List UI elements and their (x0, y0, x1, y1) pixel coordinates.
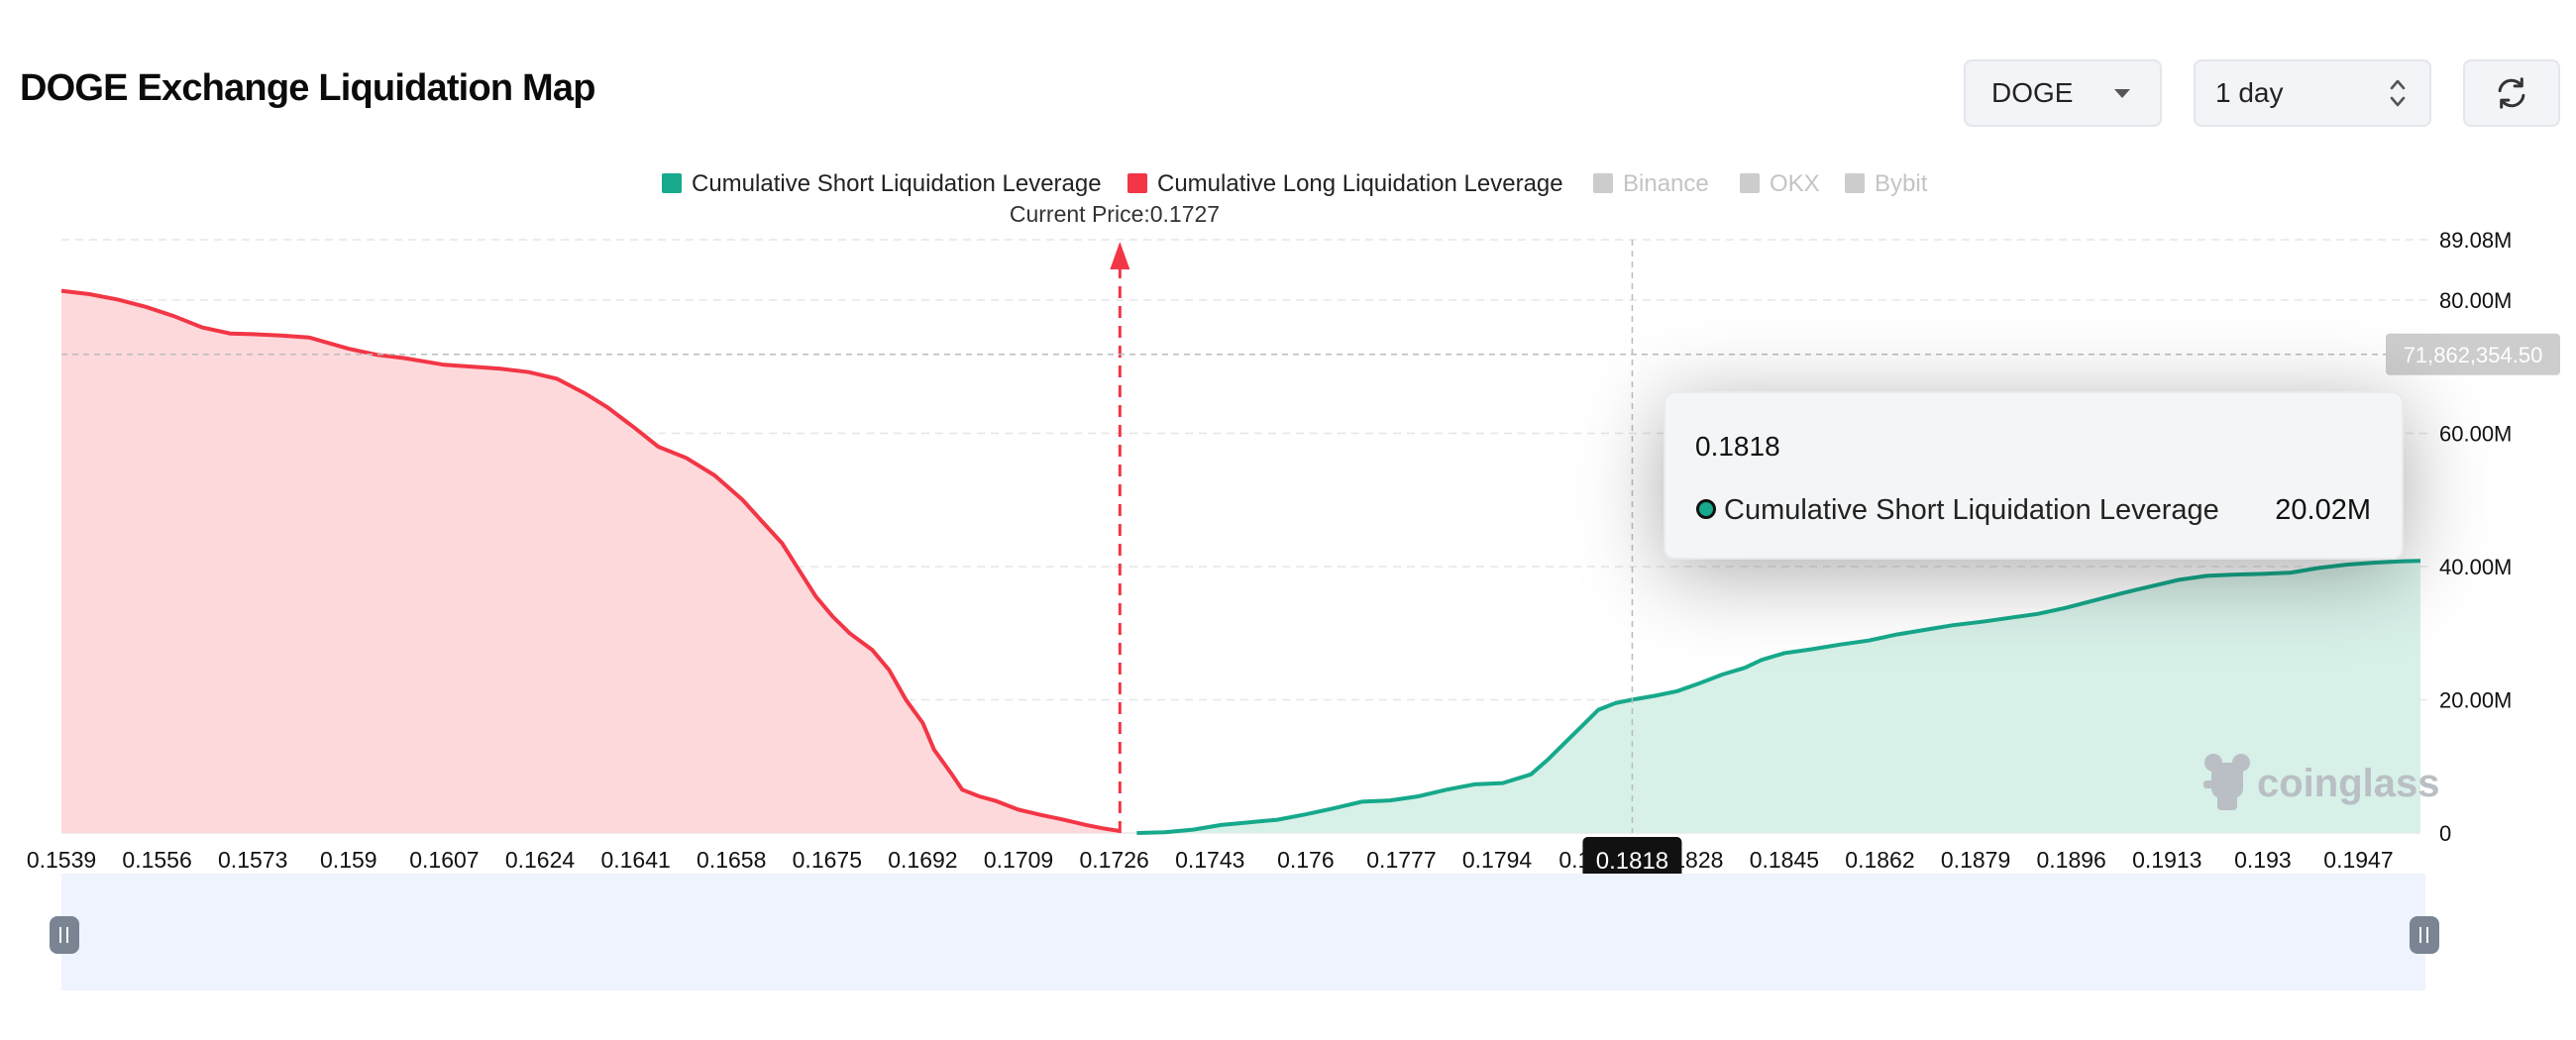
legend-label: OKX (1770, 170, 1820, 197)
legend-swatch (1127, 173, 1147, 193)
zoom-handle-left[interactable] (50, 916, 79, 954)
legend-label: Cumulative Short Liquidation Leverage (692, 170, 1102, 197)
y-tick-label: 80.00M (2439, 288, 2512, 313)
x-tick-label: 0.1539 (27, 847, 96, 873)
current-price-label: Current Price:0.1727 (1010, 201, 1220, 227)
x-tick-label: 0.1556 (122, 847, 191, 873)
zoom-slider-track (61, 874, 2425, 990)
short-liquidation-line (1136, 559, 2421, 835)
range-select-value: 1 day (2215, 77, 2284, 108)
x-tick-label: 0.159 (320, 847, 377, 873)
coinglass-logo-icon (2203, 754, 2250, 810)
x-tick-label: 0.1607 (409, 847, 479, 873)
short-liquidation-area (1136, 561, 2420, 833)
chevron-down-icon (2114, 89, 2130, 98)
zoom-handle-right[interactable] (2410, 916, 2439, 954)
legend-item[interactable]: Binance (1593, 170, 1709, 197)
x-tick-label: 0.1675 (793, 847, 862, 873)
x-tick-label: 0.1845 (1750, 847, 1819, 873)
x-tick-label: 0.1743 (1175, 847, 1244, 873)
x-tick-label: 0.1726 (1079, 847, 1148, 873)
crosshair-y-label: 71,862,354.50 (2404, 343, 2543, 367)
tooltip-series-marker (1696, 499, 1716, 519)
x-tick-label: 0.193 (2234, 847, 2292, 873)
x-tick-label: 0.1573 (218, 847, 287, 873)
y-tick-label: 89.08M (2439, 228, 2512, 253)
x-tick-label: 0.1709 (984, 847, 1053, 873)
x-tick-label: 0.1879 (1941, 847, 2010, 873)
x-tick-label: 0.1692 (888, 847, 957, 873)
x-tick-label: 0.1624 (505, 847, 576, 873)
y-tick-label: 60.00M (2439, 422, 2512, 447)
x-tick-label: 0.1862 (1845, 847, 1914, 873)
crosshair-x-badge: 0.1818 (1582, 837, 1682, 883)
legend-swatch (1845, 173, 1865, 193)
long-liquidation-line (60, 288, 1121, 833)
coin-select[interactable]: DOGE (1964, 59, 2162, 127)
legend-swatch (1593, 173, 1613, 193)
tooltip-series-name: Cumulative Short Liquidation Leverage (1724, 494, 2219, 526)
crosshair-x-label: 0.1818 (1596, 848, 1668, 875)
legend-swatch (662, 173, 682, 193)
legend-item[interactable]: OKX (1740, 170, 1820, 197)
x-tick-label: 0.1658 (697, 847, 766, 873)
y-tick-label: 40.00M (2439, 555, 2512, 579)
up-down-chevron-icon (2390, 79, 2406, 107)
page-title: DOGE Exchange Liquidation Map (20, 67, 595, 109)
long-liquidation-area (61, 290, 1121, 834)
y-tick-label: 20.00M (2439, 688, 2512, 713)
x-tick-label: 0.1947 (2323, 847, 2393, 873)
legend-label: Cumulative Long Liquidation Leverage (1157, 170, 1563, 197)
x-axis: 0.1539 0.1556 0.1573 0.159 0.1607 0.1624 0.164… (27, 847, 2394, 873)
x-tick-label: 0.1641 (600, 847, 670, 873)
range-select[interactable]: 1 day (2194, 59, 2431, 127)
legend-label: Binance (1623, 170, 1709, 197)
legend-item[interactable]: Bybit (1845, 170, 1928, 197)
coin-select-value: DOGE (1991, 77, 2074, 108)
x-tick-label: 0.176 (1277, 847, 1335, 873)
crosshair-y-badge: 71,862,354.50 (2386, 333, 2560, 375)
watermark: coinglass (2203, 754, 2440, 810)
chart-legend: Cumulative Short Liquidation Leverage Cum… (662, 170, 1928, 197)
y-axis: 0 20.00M 40.00M 60.00M 80.00M 89.08M (2439, 228, 2512, 846)
tooltip-title: 0.1818 (1695, 431, 1780, 462)
chart-tooltip: 0.1818 Cumulative Short Liquidation Leve… (1664, 391, 2404, 560)
legend-swatch (1740, 173, 1760, 193)
x-tick-label: 0.1913 (2132, 847, 2201, 873)
legend-item[interactable]: Cumulative Long Liquidation Leverage (1127, 170, 1563, 197)
x-tick-label: 0.1794 (1462, 847, 1533, 873)
current-price-arrow-icon (1110, 242, 1130, 269)
tooltip-value: 20.02M (2275, 494, 2371, 526)
x-tick-label: 0.1777 (1366, 847, 1436, 873)
x-tick-label: 0.1896 (2037, 847, 2106, 873)
refresh-button[interactable] (2463, 59, 2560, 127)
legend-label: Bybit (1875, 170, 1928, 197)
y-tick-label: 0 (2439, 821, 2451, 846)
legend-item[interactable]: Cumulative Short Liquidation Leverage (662, 170, 1102, 197)
refresh-icon (2498, 77, 2525, 109)
zoom-slider[interactable] (50, 874, 2439, 990)
watermark-text: coinglass (2257, 762, 2440, 805)
